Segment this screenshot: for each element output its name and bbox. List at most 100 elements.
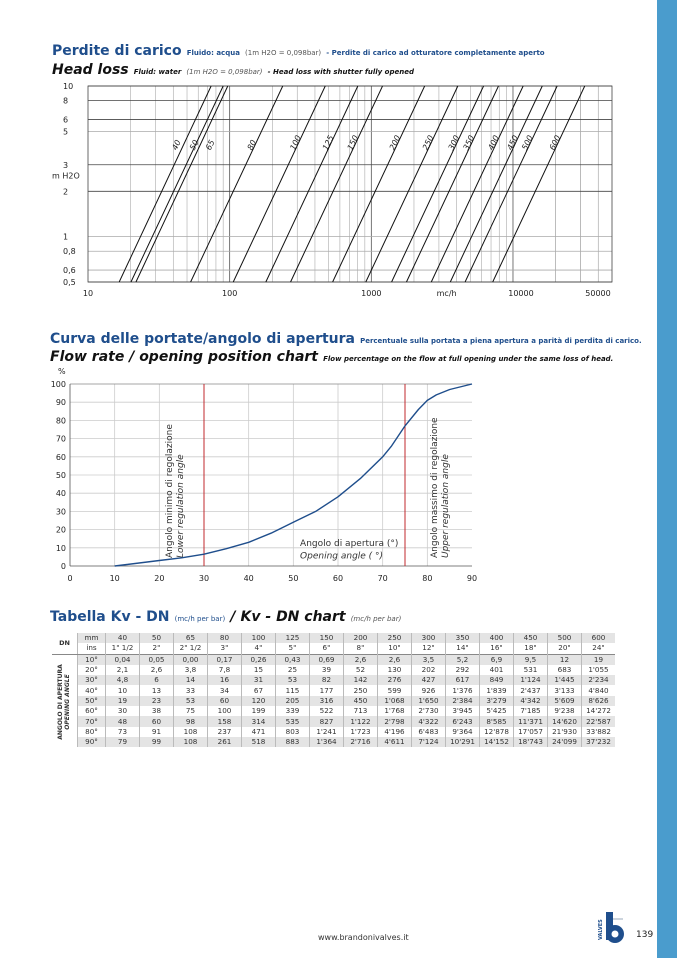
table-cell: 40: [105, 633, 140, 644]
table-cell: 50: [139, 633, 174, 644]
slash: /: [230, 609, 236, 625]
table-cell: 12: [547, 654, 582, 665]
y-tick-label: 40: [56, 489, 66, 498]
opening-angle-label: ANGOLO DI APERTURA OPENING ANGLE: [57, 652, 71, 752]
subtitle-desc: - Perdite di carico ad otturatore comple…: [326, 49, 545, 57]
table-cell: 13: [139, 685, 174, 696]
table-cell: 53: [275, 675, 310, 686]
y-tick-label: 1: [63, 233, 68, 242]
x-tick-label: 100: [222, 289, 237, 298]
y-tick-label: 6: [63, 115, 68, 124]
table-row: 90° 79 99 108 261 518 883 1'364 2'716 4'611 7'124 1…: [52, 736, 615, 748]
table-cell: 518: [241, 736, 276, 748]
dn-curve-label: 125: [321, 134, 336, 152]
opening-angle-header: ANGOLO DI APERTURA OPENING ANGLE: [52, 654, 78, 747]
subtitle-unit: (1m H2O = 0,098bar): [245, 49, 322, 57]
table-cell: 1'364: [309, 736, 344, 748]
table-cell: 450: [513, 633, 548, 644]
table-cell: 31: [241, 675, 276, 686]
subtitle: Percentuale sulla portata a piena apertu…: [360, 337, 642, 345]
flow-curve: [114, 383, 473, 567]
table-cell: 0,00: [173, 654, 208, 665]
table-cell: 5": [275, 643, 310, 655]
y-tick-label: 0,8: [63, 247, 76, 256]
y-tick-label: 8: [63, 97, 68, 106]
table-cell: 471: [241, 726, 276, 737]
table-cell: 2'716: [343, 736, 378, 748]
table-cell: 2'234: [581, 675, 615, 686]
regulation-label-it: Angolo minimo di regolazione: [165, 424, 175, 558]
title: Curva delle portate/angolo di apertura: [50, 331, 355, 347]
table-cell: 16": [479, 643, 514, 655]
y-tick-label: 5: [63, 127, 68, 136]
y-tick-label: 80: [56, 416, 66, 425]
table-cell: 7,8: [207, 664, 242, 676]
angle-cell: 20°: [77, 664, 106, 676]
y-tick-label: 60: [56, 453, 66, 462]
title-it: Tabella Kv - DN: [50, 609, 170, 625]
table-cell: 120: [241, 695, 276, 707]
table-cell: 883: [275, 736, 310, 748]
table-cell: 427: [411, 675, 446, 686]
table-row: 70° 48 60 98 158 314 535 827 1'122 2'798 4'322 6'24…: [52, 716, 615, 727]
table-cell: 3,8: [173, 664, 208, 676]
table-cell: 1'839: [479, 685, 514, 696]
table-cell: 4'322: [411, 716, 446, 727]
table-cell: 17'057: [513, 726, 548, 737]
table-cell: 2,6: [377, 654, 412, 665]
table-cell: 16: [207, 675, 242, 686]
table-cell: 250: [343, 685, 378, 696]
table-cell: 7'185: [513, 706, 548, 717]
table-cell: 849: [479, 675, 514, 686]
table-cell: 4'611: [377, 736, 412, 748]
table-cell: 24": [581, 643, 615, 655]
dn-curve-label: 250: [421, 134, 436, 152]
angle-cell: 10°: [77, 654, 106, 665]
dn-curve-40: [118, 85, 212, 283]
table-cell: 202: [411, 664, 446, 676]
table-cell: 0,04: [105, 654, 140, 665]
dn-curve-125: [265, 85, 359, 283]
head-loss-title-en: Head loss Fluid: water (1m H2O = 0,098ba…: [52, 59, 414, 78]
table-cell: 73: [105, 726, 140, 737]
table-cell: 22'587: [581, 716, 615, 727]
dn-curve-450: [449, 85, 543, 283]
table-cell: 2'798: [377, 716, 412, 727]
dn-curve-label: 450: [505, 134, 520, 152]
table-cell: 7'124: [411, 736, 446, 748]
side-color-bar: [657, 0, 677, 958]
table-cell: 276: [377, 675, 412, 686]
dn-curve-label: 40: [170, 139, 182, 152]
table-cell: 14'152: [479, 736, 514, 748]
table-cell: 1" 1/2: [105, 643, 140, 655]
x-tick-label: 40: [244, 574, 254, 583]
table-cell: 300: [411, 633, 446, 644]
dn-curve-150: [290, 85, 383, 283]
table-cell: 5'609: [547, 695, 582, 707]
flow-rate-chart: 0 10 20 30 40 50 60 70 80 90 0 10 20 30 40 50 60 70 80 90 10…: [51, 367, 477, 583]
table-cell: 38: [139, 706, 174, 717]
table-cell: 39: [309, 664, 344, 676]
dn-curve-250: [365, 85, 459, 283]
table-cell: 34: [207, 685, 242, 696]
table-cell: 91: [139, 726, 174, 737]
table-cell: 1'650: [411, 695, 446, 707]
table-cell: 6'243: [445, 716, 480, 727]
table-cell: 237: [207, 726, 242, 737]
table-cell: 12'878: [479, 726, 514, 737]
title: Perdite di carico: [52, 43, 182, 59]
table-cell: 2,6: [139, 664, 174, 676]
table-cell: 23: [139, 695, 174, 707]
table-cell: 1'068: [377, 695, 412, 707]
table-cell: 6,9: [479, 654, 514, 665]
table-cell: 9,5: [513, 654, 548, 665]
x-tick-label: 60: [333, 574, 343, 583]
x-tick-label: 90: [467, 574, 477, 583]
dn-curve-label: 100: [288, 134, 303, 152]
table-cell: 130: [377, 664, 412, 676]
table-cell: 683: [547, 664, 582, 676]
table-cell: 79: [105, 736, 140, 748]
table-cell: 292: [445, 664, 480, 676]
table-cell: 0,43: [275, 654, 310, 665]
footer-url[interactable]: www.brandonivalves.it: [318, 933, 409, 942]
